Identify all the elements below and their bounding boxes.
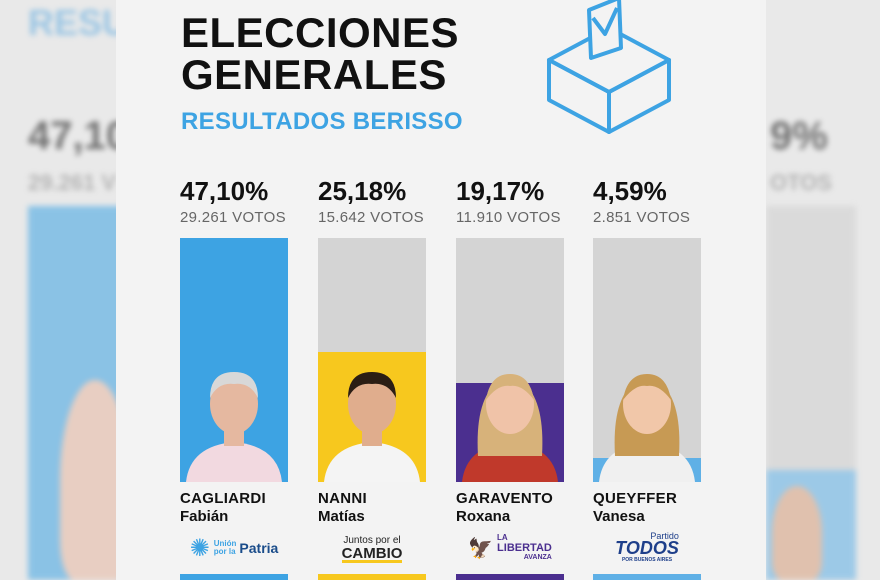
bg-votes-left: 29.261 V bbox=[28, 170, 117, 195]
lion-icon: 🦅 bbox=[468, 537, 494, 560]
candidate-surname: GARAVENTO bbox=[456, 490, 554, 507]
chart-column: 19,17% 11.910 VOTOS GARAVENTO Roxana 🦅 LA LIBE… bbox=[456, 176, 564, 580]
bar-track bbox=[180, 238, 288, 482]
bg-votes-right: OTOS bbox=[770, 170, 832, 195]
logo-text: CAMBIO bbox=[341, 544, 403, 563]
logo-text: Unión bbox=[213, 539, 237, 548]
party-logo: Partido TODOS POR BUENOS AIRES bbox=[593, 530, 701, 566]
candidate-firstname: Fabián bbox=[180, 508, 229, 525]
data-label-votes: 2.851 VOTOS bbox=[593, 209, 691, 226]
data-label-percent: 47,10% bbox=[180, 176, 269, 206]
bar-track bbox=[318, 238, 426, 482]
bar-track bbox=[456, 238, 564, 482]
candidate-photo bbox=[462, 374, 558, 482]
logo-text: Juntos por el bbox=[343, 534, 401, 546]
data-label-votes: 11.910 VOTOS bbox=[456, 209, 561, 226]
logo-text: LIBERTAD bbox=[497, 542, 552, 554]
candidate-photo bbox=[599, 374, 695, 482]
bar-track bbox=[593, 238, 701, 482]
ballot-box-icon bbox=[547, 0, 671, 134]
party-logo: ✺ Unión por la Patria bbox=[180, 530, 288, 566]
title-line-2: GENERALES bbox=[181, 51, 447, 98]
candidate-surname: CAGLIARDI bbox=[180, 490, 267, 507]
bg-pct-right: 9% bbox=[770, 114, 828, 158]
party-logo: Juntos por el CAMBIO bbox=[318, 530, 426, 566]
bg-face-right bbox=[772, 486, 822, 580]
candidate-firstname: Roxana bbox=[456, 508, 511, 525]
data-label-votes: 15.642 VOTOS bbox=[318, 209, 424, 226]
page-title: ELECCIONES GENERALES bbox=[181, 12, 459, 96]
logo-text: AVANZA bbox=[523, 554, 552, 561]
candidate-firstname: Matías bbox=[318, 508, 365, 525]
page-subtitle: RESULTADOS BERISSO bbox=[181, 108, 463, 135]
logo-text: por la bbox=[213, 547, 236, 556]
chart-column: 4,59% 2.851 VOTOS QUEYFFER Vanesa Partido TOD… bbox=[593, 176, 701, 580]
data-label-percent: 19,17% bbox=[456, 176, 545, 206]
data-label-percent: 4,59% bbox=[593, 176, 667, 206]
party-logo: 🦅 LA LIBERTAD AVANZA bbox=[456, 530, 564, 566]
bar-bottom-strip bbox=[180, 574, 288, 580]
candidate-firstname: Vanesa bbox=[593, 508, 645, 525]
logo-text: POR BUENOS AIRES bbox=[621, 557, 673, 563]
candidate-photo bbox=[324, 372, 420, 482]
bar-bottom-strip bbox=[593, 574, 701, 580]
logo-text: Patria bbox=[239, 540, 279, 556]
chart-column: 47,10% 29.261 VOTOS CAGLIARDI Fabián ✺ Unión p… bbox=[180, 176, 288, 580]
logo-text: LA bbox=[497, 533, 508, 542]
logo-text: TODOS bbox=[615, 538, 679, 558]
bar-bottom-strip bbox=[456, 574, 564, 580]
data-label-percent: 25,18% bbox=[318, 176, 407, 206]
candidate-photo bbox=[186, 372, 282, 482]
bg-pct-left: 47,10 bbox=[28, 114, 129, 158]
candidate-surname: QUEYFFER bbox=[593, 490, 678, 507]
bg-subtitle-echo: RESU bbox=[28, 2, 129, 43]
candidate-surname: NANNI bbox=[318, 490, 367, 507]
sun-icon: ✺ bbox=[189, 534, 210, 562]
bar-bottom-strip bbox=[318, 574, 426, 580]
chart-column: 25,18% 15.642 VOTOS NANNI Matías Juntos por … bbox=[318, 176, 426, 580]
title-line-1: ELECCIONES bbox=[181, 9, 460, 56]
results-card: ELECCIONES GENERALES RESULTADOS BERISSO … bbox=[116, 0, 766, 580]
logo-text: Partido bbox=[650, 531, 679, 541]
data-label-votes: 29.261 VOTOS bbox=[180, 209, 286, 226]
